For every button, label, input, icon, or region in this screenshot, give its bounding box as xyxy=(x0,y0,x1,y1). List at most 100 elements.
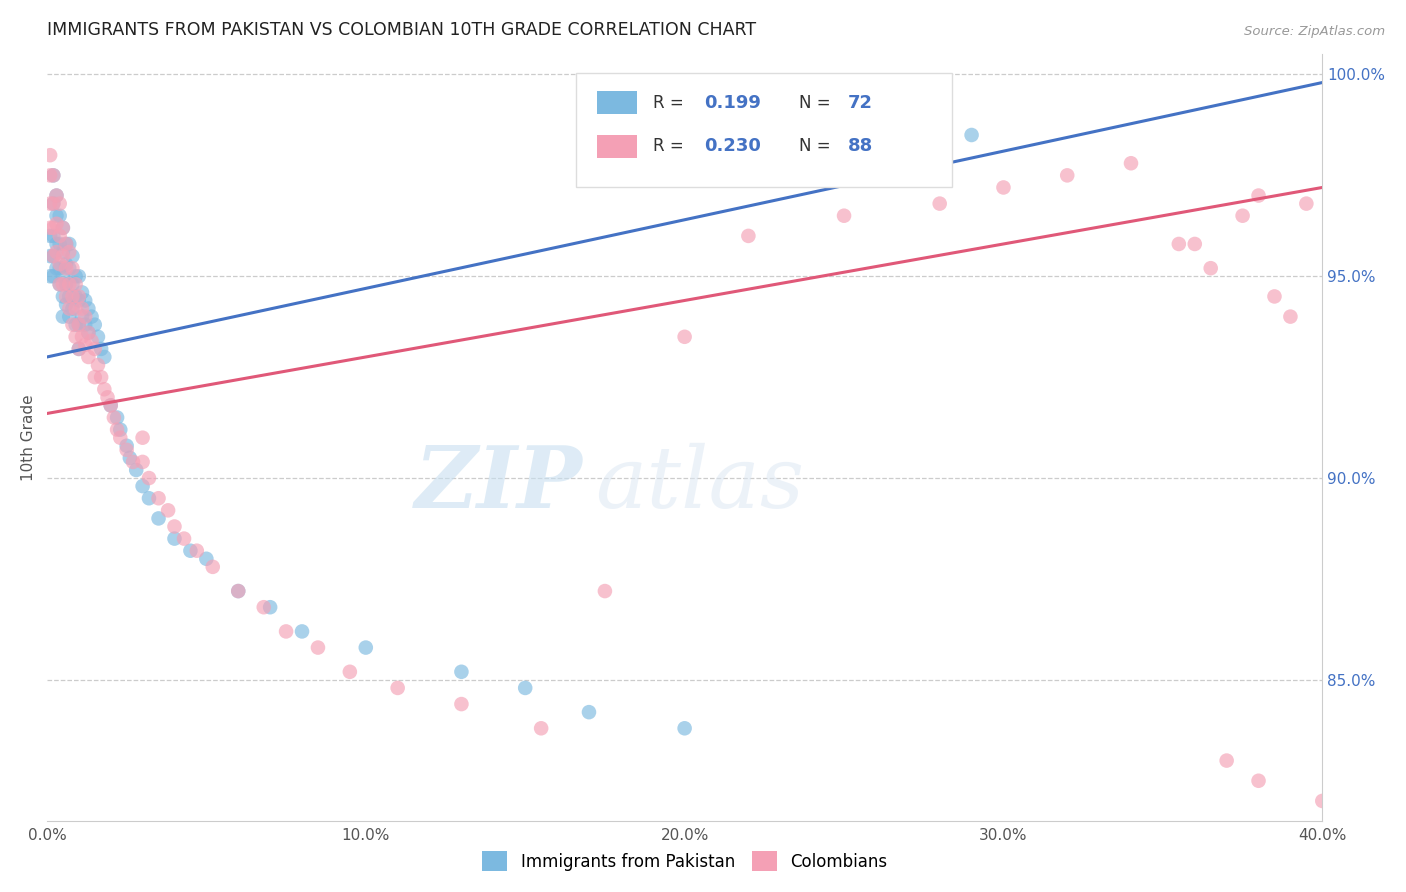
Colombians xyxy=(1215,754,1237,768)
Immigrants from Pakistan xyxy=(226,584,249,599)
Immigrants from Pakistan xyxy=(195,551,218,566)
Colombians xyxy=(48,196,70,211)
Colombians xyxy=(274,624,297,639)
Immigrants from Pakistan xyxy=(67,269,90,284)
Colombians xyxy=(1247,773,1270,788)
Immigrants from Pakistan xyxy=(45,209,67,223)
Immigrants from Pakistan xyxy=(55,257,77,271)
Immigrants from Pakistan xyxy=(42,249,65,263)
Text: 0.199: 0.199 xyxy=(704,94,761,112)
Colombians xyxy=(67,289,90,303)
Immigrants from Pakistan xyxy=(67,293,90,308)
Colombians xyxy=(48,257,70,271)
Immigrants from Pakistan xyxy=(52,310,75,324)
Immigrants from Pakistan xyxy=(148,511,170,525)
Colombians xyxy=(93,382,115,396)
Immigrants from Pakistan xyxy=(42,169,65,183)
Legend: Immigrants from Pakistan, Colombians: Immigrants from Pakistan, Colombians xyxy=(475,845,894,878)
Immigrants from Pakistan xyxy=(48,237,70,252)
Colombians xyxy=(48,277,70,292)
Colombians xyxy=(105,423,128,437)
Colombians xyxy=(90,370,112,384)
Colombians xyxy=(186,543,208,558)
Colombians xyxy=(67,318,90,332)
Colombians xyxy=(1279,310,1302,324)
Immigrants from Pakistan xyxy=(259,600,281,615)
Colombians xyxy=(62,261,84,276)
Text: N =: N = xyxy=(800,137,837,155)
Immigrants from Pakistan xyxy=(52,220,75,235)
Text: R =: R = xyxy=(652,94,689,112)
Colombians xyxy=(87,358,110,372)
Immigrants from Pakistan xyxy=(48,209,70,223)
Text: 88: 88 xyxy=(848,137,873,155)
Colombians xyxy=(157,503,180,517)
Immigrants from Pakistan xyxy=(801,169,824,183)
Immigrants from Pakistan xyxy=(58,237,80,252)
Immigrants from Pakistan xyxy=(163,532,186,546)
Colombians xyxy=(52,249,75,263)
Immigrants from Pakistan xyxy=(125,463,148,477)
Immigrants from Pakistan xyxy=(62,277,84,292)
Immigrants from Pakistan xyxy=(52,245,75,260)
Immigrants from Pakistan xyxy=(65,269,87,284)
Colombians xyxy=(1167,237,1189,252)
Colombians xyxy=(62,318,84,332)
Colombians xyxy=(832,209,855,223)
Colombians xyxy=(530,721,553,735)
Text: ZIP: ZIP xyxy=(415,442,582,525)
Immigrants from Pakistan xyxy=(115,439,138,453)
Immigrants from Pakistan xyxy=(77,301,100,316)
Immigrants from Pakistan xyxy=(179,543,201,558)
Immigrants from Pakistan xyxy=(42,269,65,284)
Colombians xyxy=(450,697,472,711)
Immigrants from Pakistan xyxy=(67,342,90,356)
Colombians xyxy=(100,398,122,412)
Colombians xyxy=(122,455,145,469)
Colombians xyxy=(1119,156,1142,170)
Text: R =: R = xyxy=(652,137,689,155)
Colombians xyxy=(39,148,62,162)
Colombians xyxy=(96,390,118,404)
Colombians xyxy=(39,220,62,235)
Colombians xyxy=(1056,169,1078,183)
Colombians xyxy=(45,245,67,260)
Text: 72: 72 xyxy=(848,94,873,112)
Colombians xyxy=(253,600,276,615)
Colombians xyxy=(1232,209,1254,223)
Immigrants from Pakistan xyxy=(118,450,141,465)
Colombians xyxy=(1295,196,1317,211)
Immigrants from Pakistan xyxy=(138,491,160,506)
Immigrants from Pakistan xyxy=(100,398,122,412)
Immigrants from Pakistan xyxy=(87,330,110,344)
Colombians xyxy=(673,330,696,344)
Immigrants from Pakistan xyxy=(58,289,80,303)
Bar xyxy=(596,91,637,114)
Colombians xyxy=(131,431,153,445)
Immigrants from Pakistan xyxy=(67,318,90,332)
Colombians xyxy=(163,519,186,533)
Immigrants from Pakistan xyxy=(70,285,93,300)
Immigrants from Pakistan xyxy=(83,318,105,332)
Colombians xyxy=(1247,188,1270,202)
Colombians xyxy=(83,370,105,384)
Immigrants from Pakistan xyxy=(45,237,67,252)
Colombians xyxy=(42,249,65,263)
Immigrants from Pakistan xyxy=(55,277,77,292)
Immigrants from Pakistan xyxy=(90,342,112,356)
Colombians xyxy=(70,330,93,344)
Colombians xyxy=(65,277,87,292)
Immigrants from Pakistan xyxy=(75,318,97,332)
Colombians xyxy=(928,196,950,211)
Colombians xyxy=(131,455,153,469)
Immigrants from Pakistan xyxy=(960,128,983,142)
Colombians xyxy=(52,220,75,235)
Colombians xyxy=(55,289,77,303)
Immigrants from Pakistan xyxy=(65,318,87,332)
Bar xyxy=(596,135,637,158)
Immigrants from Pakistan xyxy=(77,326,100,340)
Immigrants from Pakistan xyxy=(45,261,67,276)
Immigrants from Pakistan xyxy=(93,350,115,364)
Immigrants from Pakistan xyxy=(52,289,75,303)
Immigrants from Pakistan xyxy=(55,297,77,311)
